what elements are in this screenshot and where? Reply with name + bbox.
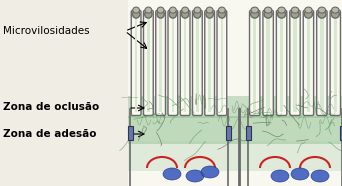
Ellipse shape: [304, 10, 313, 18]
Ellipse shape: [206, 7, 213, 13]
Ellipse shape: [291, 168, 309, 180]
Bar: [147, 14, 150, 112]
Ellipse shape: [271, 170, 289, 182]
Bar: [159, 14, 162, 112]
Bar: [340, 126, 342, 140]
Ellipse shape: [132, 10, 140, 18]
Ellipse shape: [331, 10, 339, 18]
Bar: [307, 14, 310, 112]
Bar: [333, 14, 337, 112]
Bar: [128, 126, 133, 140]
FancyBboxPatch shape: [263, 10, 273, 116]
Ellipse shape: [181, 10, 189, 18]
FancyBboxPatch shape: [131, 10, 141, 116]
FancyBboxPatch shape: [180, 10, 190, 116]
Bar: [280, 14, 283, 112]
Ellipse shape: [206, 10, 213, 18]
Bar: [128, 0, 342, 186]
Bar: [226, 126, 231, 140]
Ellipse shape: [133, 7, 140, 13]
Bar: [253, 14, 256, 112]
Ellipse shape: [219, 7, 225, 13]
Ellipse shape: [145, 7, 152, 13]
Ellipse shape: [182, 7, 188, 13]
FancyBboxPatch shape: [156, 10, 166, 116]
Ellipse shape: [157, 10, 164, 18]
Ellipse shape: [186, 170, 204, 182]
Ellipse shape: [332, 7, 339, 13]
FancyBboxPatch shape: [168, 10, 178, 116]
FancyBboxPatch shape: [317, 10, 327, 116]
FancyBboxPatch shape: [303, 10, 314, 116]
Ellipse shape: [170, 7, 176, 13]
Ellipse shape: [277, 10, 286, 18]
FancyBboxPatch shape: [193, 10, 202, 116]
FancyBboxPatch shape: [290, 10, 300, 116]
Text: Zona de oclusão: Zona de oclusão: [3, 102, 99, 112]
Bar: [128, 96, 342, 118]
Ellipse shape: [291, 7, 299, 13]
Ellipse shape: [305, 7, 312, 13]
FancyBboxPatch shape: [144, 10, 153, 116]
Bar: [320, 14, 324, 112]
Ellipse shape: [169, 10, 176, 18]
Ellipse shape: [251, 10, 259, 18]
Bar: [128, 116, 342, 144]
Text: Microvilosidades: Microvilosidades: [3, 26, 90, 36]
Ellipse shape: [264, 10, 272, 18]
Ellipse shape: [264, 7, 272, 13]
FancyBboxPatch shape: [205, 10, 214, 116]
Bar: [246, 126, 251, 140]
Ellipse shape: [163, 168, 181, 180]
Ellipse shape: [201, 166, 219, 178]
Bar: [135, 14, 137, 112]
Ellipse shape: [145, 10, 152, 18]
FancyBboxPatch shape: [330, 10, 341, 116]
Ellipse shape: [251, 7, 259, 13]
Ellipse shape: [157, 7, 164, 13]
FancyBboxPatch shape: [250, 10, 260, 116]
Ellipse shape: [194, 10, 201, 18]
Bar: [221, 14, 223, 112]
Bar: [208, 14, 211, 112]
Bar: [171, 14, 174, 112]
Bar: [293, 14, 297, 112]
Ellipse shape: [218, 10, 226, 18]
Ellipse shape: [318, 7, 326, 13]
FancyBboxPatch shape: [276, 10, 287, 116]
Ellipse shape: [194, 7, 201, 13]
Ellipse shape: [278, 7, 285, 13]
Bar: [266, 14, 270, 112]
Bar: [184, 14, 186, 112]
Bar: [196, 14, 199, 112]
Ellipse shape: [318, 10, 326, 18]
Ellipse shape: [311, 170, 329, 182]
Text: Zona de adesão: Zona de adesão: [3, 129, 96, 139]
Ellipse shape: [291, 10, 299, 18]
FancyBboxPatch shape: [217, 10, 227, 116]
Bar: [128, 141, 342, 171]
